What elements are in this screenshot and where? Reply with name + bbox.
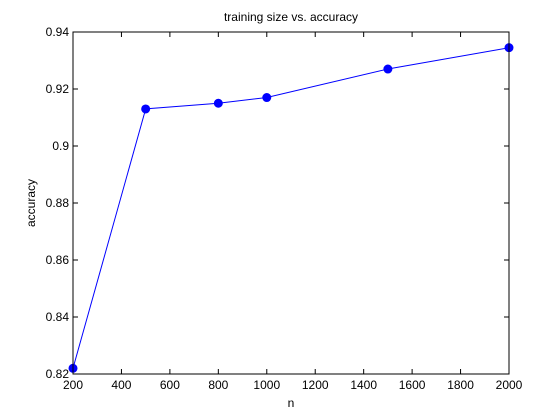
x-tick-label: 1000 — [253, 378, 280, 392]
x-tick-label: 1400 — [350, 378, 377, 392]
y-axis-label: accuracy — [24, 179, 38, 227]
y-tick-label: 0.88 — [46, 196, 70, 210]
data-point — [383, 64, 393, 74]
y-tick-label: 0.94 — [46, 25, 70, 39]
y-tick-label: 0.92 — [46, 82, 70, 96]
chart-title: training size vs. accuracy — [224, 10, 358, 24]
series-line — [72, 47, 510, 369]
x-tick-label: 200 — [63, 378, 83, 392]
y-tick-label: 0.82 — [46, 367, 70, 381]
x-tick-label: 2000 — [496, 378, 523, 392]
x-tick-label: 400 — [111, 378, 131, 392]
x-tick-label: 1800 — [447, 378, 474, 392]
y-tick-label: 0.84 — [46, 310, 70, 324]
plot-area — [73, 32, 509, 374]
x-tick-label: 1200 — [302, 378, 329, 392]
data-point — [262, 93, 272, 103]
plot-frame — [72, 31, 510, 375]
x-axis-label: n — [288, 396, 295, 410]
y-tick-label: 0.86 — [46, 253, 70, 267]
x-tick-label: 1600 — [399, 378, 426, 392]
axis-tick-labels: 200 400 600 800 1000 1200 1400 1600 1800 2000 0.82… — [46, 25, 523, 392]
x-tick-label: 800 — [208, 378, 228, 392]
x-tick-label: 600 — [160, 378, 180, 392]
data-point — [213, 98, 223, 108]
y-tick-label: 0.9 — [52, 139, 69, 153]
data-point — [141, 104, 151, 114]
